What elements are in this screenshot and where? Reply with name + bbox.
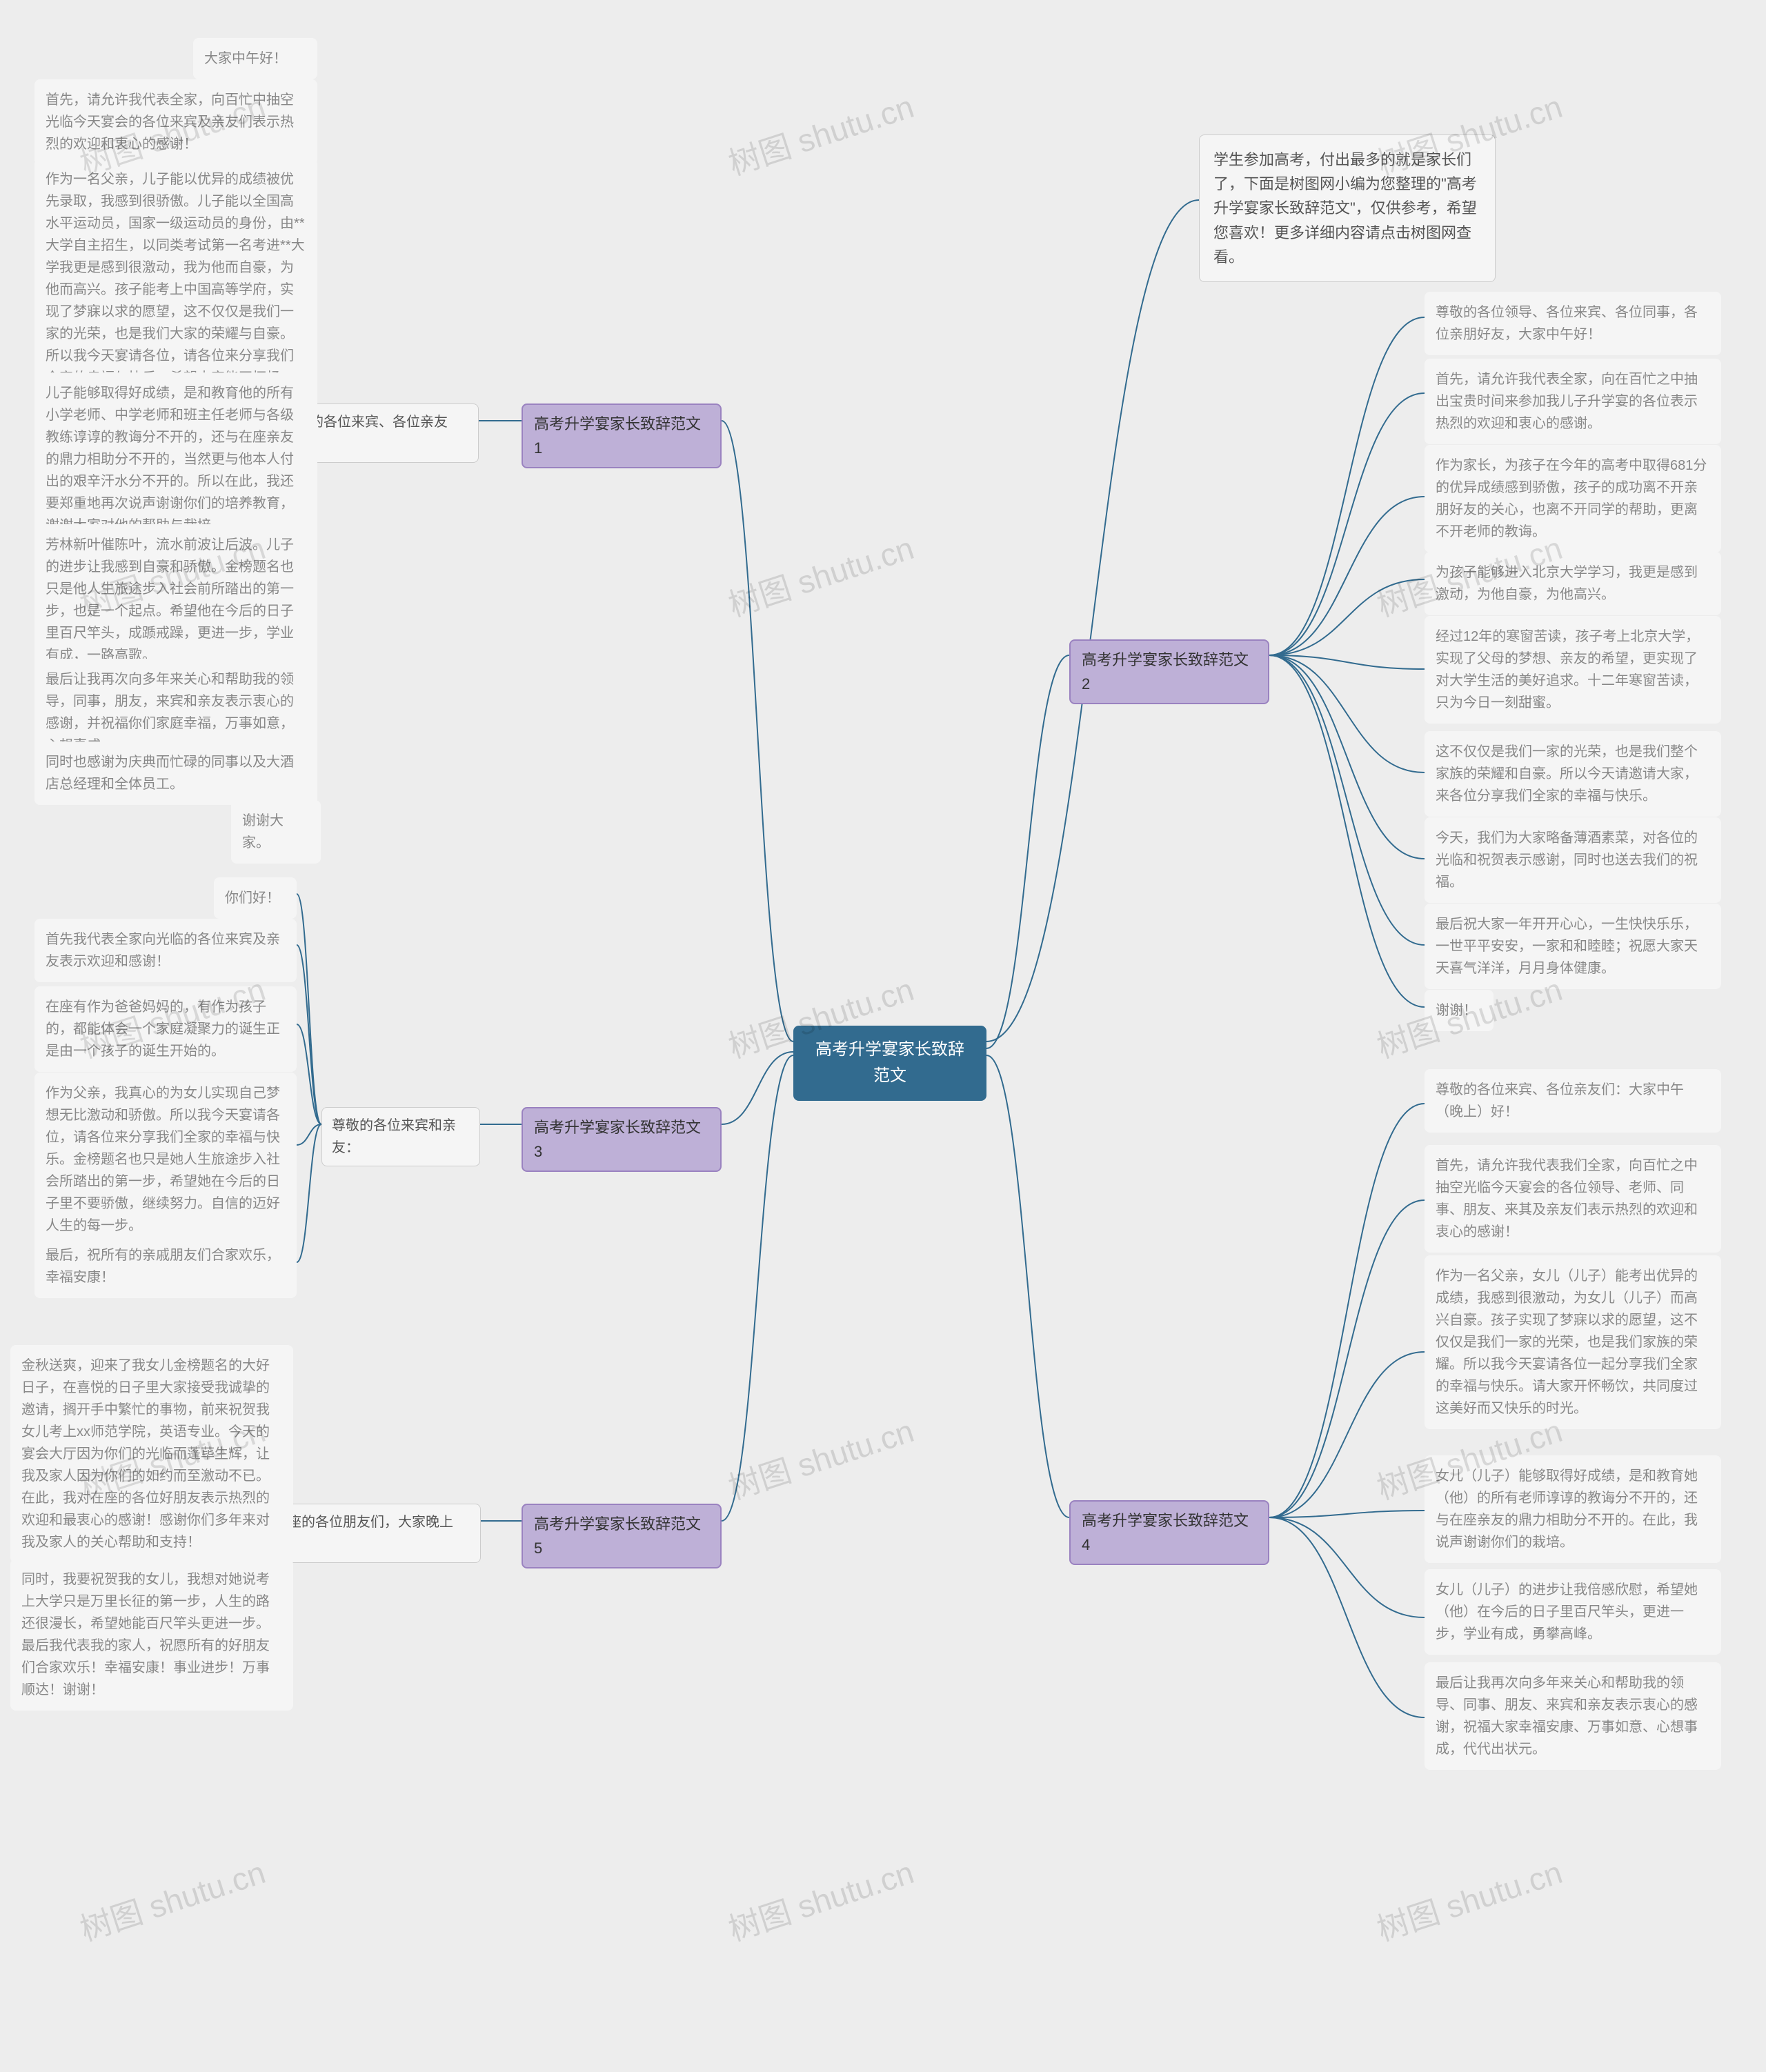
branch-1-leaf-6: 同时也感谢为庆典而忙碌的同事以及大酒店总经理和全体员工。: [34, 741, 317, 805]
branch-3-leaf-3: 作为父亲，我真心的为女儿实现自己梦想无比激动和骄傲。所以我今天宴请各位，请各位来…: [34, 1073, 297, 1246]
branch-2-leaf-8: 谢谢！: [1425, 990, 1494, 1031]
branch-4-leaf-0: 尊敬的各位来宾、各位亲友们：大家中午（晚上）好！: [1425, 1069, 1721, 1133]
branch-1-leaf-7: 谢谢大家。: [231, 800, 321, 864]
branch-2-leaf-1: 首先，请允许我代表全家，向在百忙之中抽出宝贵时间来参加我儿子升学宴的各位表示热烈…: [1425, 359, 1721, 444]
branch-2: 高考升学宴家长致辞范文2: [1069, 639, 1269, 704]
branch-3-leaf-4: 最后，祝所有的亲戚朋友们合家欢乐，幸福安康！: [34, 1235, 297, 1298]
branch-4-leaf-1: 首先，请允许我代表我们全家，向百忙之中抽空光临今天宴会的各位领导、老师、同事、朋…: [1425, 1145, 1721, 1253]
branch-2-leaf-3: 为孩子能够进入北京大学学习，我更是感到激动，为他自豪，为他高兴。: [1425, 552, 1721, 615]
branch-2-leaf-6: 今天，我们为大家略备薄酒素菜，对各位的光临和祝贺表示感谢，同时也送去我们的祝福。: [1425, 817, 1721, 903]
branch-4-leaf-5: 最后让我再次向多年来关心和帮助我的领导、同事、朋友、来宾和亲友表示衷心的感谢，祝…: [1425, 1662, 1721, 1770]
branch-3-leaf-0: 你们好！: [214, 877, 297, 919]
branch-3-leaf-2: 在座有作为爸爸妈妈的，有作为孩子的，都能体会一个家庭凝聚力的诞生正是由一个孩子的…: [34, 986, 297, 1072]
branch-3: 高考升学宴家长致辞范文3: [522, 1107, 722, 1172]
root-node: 高考升学宴家长致辞范文: [793, 1026, 986, 1101]
branch-2-leaf-5: 这不仅仅是我们一家的光荣，也是我们整个家族的荣耀和自豪。所以今天请邀请大家，来各…: [1425, 731, 1721, 817]
branch-2-leaf-7: 最后祝大家一年开开心心，一生快快乐乐，一世平平安安，一家和和睦睦；祝愿大家天天喜…: [1425, 904, 1721, 989]
branch-1-leaf-4: 芳林新叶催陈叶，流水前波让后波。儿子的进步让我感到自豪和骄傲。金榜题名也只是他人…: [34, 524, 317, 676]
branch-4: 高考升学宴家长致辞范文4: [1069, 1500, 1269, 1565]
branch-4-leaf-2: 作为一名父亲，女儿（儿子）能考出优异的成绩，我感到很激动，为女儿（儿子）而高兴自…: [1425, 1255, 1721, 1429]
branch-2-leaf-4: 经过12年的寒窗苦读，孩子考上北京大学，实现了父母的梦想、亲友的希望，更实现了对…: [1425, 616, 1721, 724]
branch-1-leaf-3: 儿子能够取得好成绩，是和教育他的所有小学老师、中学老师和班主任老师与各级教练谆谆…: [34, 372, 317, 546]
branch-2-leaf-0: 尊敬的各位领导、各位来宾、各位同事，各位亲朋好友，大家中午好！: [1425, 292, 1721, 355]
branch-1: 高考升学宴家长致辞范文1: [522, 404, 722, 468]
branch-2-leaf-2: 作为家长，为孩子在今年的高考中取得681分的优异成绩感到骄傲，孩子的成功离不开亲…: [1425, 445, 1721, 552]
branch-5-leaf-1: 同时，我要祝贺我的女儿，我想对她说考上大学只是万里长征的第一步，人生的路还很漫长…: [10, 1559, 293, 1711]
branch-5: 高考升学宴家长致辞范文5: [522, 1504, 722, 1568]
branch-3-level2: 尊敬的各位来宾和亲友：: [321, 1107, 480, 1166]
branch-4-leaf-4: 女儿（儿子）的进步让我倍感欣慰，希望她（他）在今后的日子里百尺竿头，更进一步，学…: [1425, 1569, 1721, 1655]
branch-1-leaf-1: 首先，请允许我代表全家，向百忙中抽空光临今天宴会的各位来宾及亲友们表示热烈的欢迎…: [34, 79, 317, 165]
intro-box: 学生参加高考，付出最多的就是家长们了，下面是树图网小编为您整理的"高考升学宴家长…: [1199, 135, 1496, 282]
branch-4-leaf-3: 女儿（儿子）能够取得好成绩，是和教育她（他）的所有老师谆谆的教诲分不开的，还与在…: [1425, 1455, 1721, 1563]
branch-5-level2: 在座的各位朋友们，大家晚上好：: [264, 1504, 481, 1563]
branch-3-leaf-1: 首先我代表全家向光临的各位来宾及亲友表示欢迎和感谢！: [34, 919, 297, 982]
branch-5-leaf-0: 金秋送爽，迎来了我女儿金榜题名的大好日子，在喜悦的日子里大家接受我诚挚的邀请，搁…: [10, 1345, 293, 1563]
branch-1-leaf-0: 大家中午好！: [193, 38, 317, 79]
